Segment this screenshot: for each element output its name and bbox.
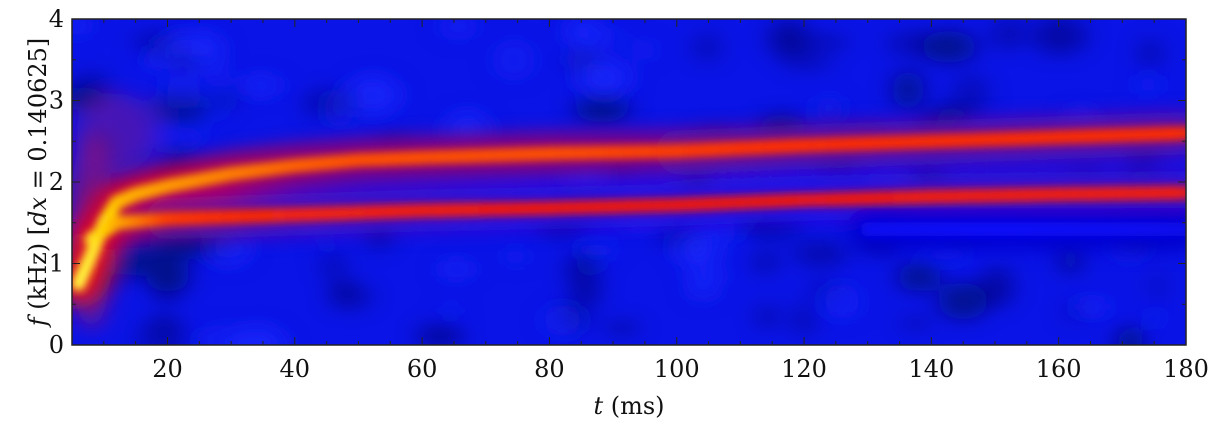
y-axis-param-value: = 0.140625 bbox=[24, 47, 52, 197]
texture-blob bbox=[1140, 36, 1161, 71]
onset-haze-upper bbox=[76, 93, 157, 174]
texture-blob bbox=[792, 240, 849, 267]
texture-blob bbox=[146, 260, 190, 292]
texture-blob bbox=[72, 19, 88, 36]
texture-blob bbox=[921, 30, 977, 63]
x-axis-label: t (ms) bbox=[593, 392, 664, 420]
texture-blob bbox=[991, 19, 1026, 51]
texture-blob bbox=[117, 246, 153, 276]
y-axis-label-spacer bbox=[24, 235, 52, 243]
texture-blob bbox=[1147, 305, 1163, 331]
y-tick-label: 3 bbox=[49, 87, 64, 115]
texture-blob bbox=[637, 37, 651, 63]
y-axis-param-var: dx bbox=[24, 197, 52, 226]
x-tick-label: 160 bbox=[1036, 355, 1082, 383]
texture-blob bbox=[509, 247, 522, 267]
texture-blob bbox=[242, 73, 281, 98]
texture-blob bbox=[151, 127, 207, 148]
texture-blob bbox=[768, 19, 809, 59]
x-tick-label: 40 bbox=[280, 355, 311, 383]
x-tick-label: 180 bbox=[1163, 355, 1209, 383]
texture-blob bbox=[903, 317, 928, 330]
texture-blob bbox=[1033, 19, 1087, 55]
texture-blob bbox=[167, 71, 198, 111]
texture-blob bbox=[324, 90, 355, 129]
texture-blob bbox=[577, 58, 631, 98]
x-tick-label: 120 bbox=[781, 355, 827, 383]
texture-blob bbox=[953, 72, 988, 117]
texture-blob bbox=[892, 69, 924, 111]
texture-blob bbox=[321, 248, 345, 281]
texture-blob bbox=[417, 322, 463, 345]
texture-blob bbox=[195, 324, 247, 345]
texture-blob bbox=[1117, 325, 1144, 345]
y-tick-label: 4 bbox=[49, 5, 64, 33]
x-axis-label-unit: (ms) bbox=[603, 392, 664, 420]
texture-blob bbox=[605, 321, 640, 336]
texture-blob bbox=[981, 266, 1013, 308]
x-tick-label: 20 bbox=[152, 355, 183, 383]
texture-blob bbox=[439, 259, 474, 280]
texture-blob bbox=[897, 261, 941, 292]
y-tick-label: 2 bbox=[49, 168, 64, 196]
texture-blob bbox=[151, 316, 178, 330]
texture-blob bbox=[576, 36, 592, 49]
texture-blob bbox=[783, 52, 832, 71]
texture-blob bbox=[207, 92, 221, 123]
texture-blob bbox=[567, 249, 599, 291]
texture-blob bbox=[438, 19, 478, 42]
y-tick-label: 0 bbox=[49, 331, 64, 359]
y-axis-bracket-open: [ bbox=[24, 226, 52, 235]
y-axis-label: f (kHz) [dx = 0.140625] bbox=[24, 38, 52, 329]
y-tick-label: 1 bbox=[49, 250, 64, 278]
texture-blob bbox=[440, 303, 461, 318]
x-axis-label-var: t bbox=[593, 392, 603, 420]
x-axis: 20 40 60 80 100 120 140 160 180 bbox=[71, 19, 1209, 383]
texture-blob bbox=[793, 303, 816, 337]
texture-blob bbox=[690, 268, 716, 303]
texture-blob bbox=[803, 35, 849, 49]
x-tick-label: 140 bbox=[908, 355, 954, 383]
texture-blob bbox=[160, 145, 195, 161]
texture-blob bbox=[492, 38, 536, 82]
texture-blob bbox=[755, 248, 776, 276]
texture-blob bbox=[574, 94, 630, 123]
texture-blob bbox=[544, 303, 581, 337]
texture-blob bbox=[886, 30, 937, 57]
texture-blob bbox=[1151, 268, 1165, 306]
texture-blob bbox=[345, 74, 401, 116]
texture-blob bbox=[694, 31, 720, 64]
x-tick-label: 60 bbox=[407, 355, 438, 383]
texture-blob bbox=[938, 282, 988, 321]
texture-blob bbox=[758, 303, 776, 331]
texture-blob bbox=[221, 89, 235, 111]
ridge-core bbox=[72, 126, 1186, 291]
y-axis-label-unit: (kHz) bbox=[24, 243, 52, 317]
texture-blob bbox=[161, 32, 211, 57]
texture-blob bbox=[825, 282, 860, 321]
heatmap-area bbox=[72, 19, 1186, 345]
texture-blob bbox=[1137, 73, 1160, 96]
ridge-1-core bbox=[1163, 126, 1186, 141]
y-axis-bracket-close: ] bbox=[24, 38, 52, 47]
x-tick-label: 100 bbox=[654, 355, 700, 383]
texture-blob bbox=[214, 69, 227, 89]
texture-blob bbox=[329, 282, 371, 311]
texture-blob bbox=[206, 229, 250, 267]
texture-blob bbox=[1071, 299, 1113, 314]
texture-blob bbox=[815, 95, 843, 124]
texture-blob bbox=[699, 223, 737, 245]
x-tick-label: 80 bbox=[534, 355, 565, 383]
y-axis: 0 1 2 3 4 bbox=[49, 5, 1186, 359]
